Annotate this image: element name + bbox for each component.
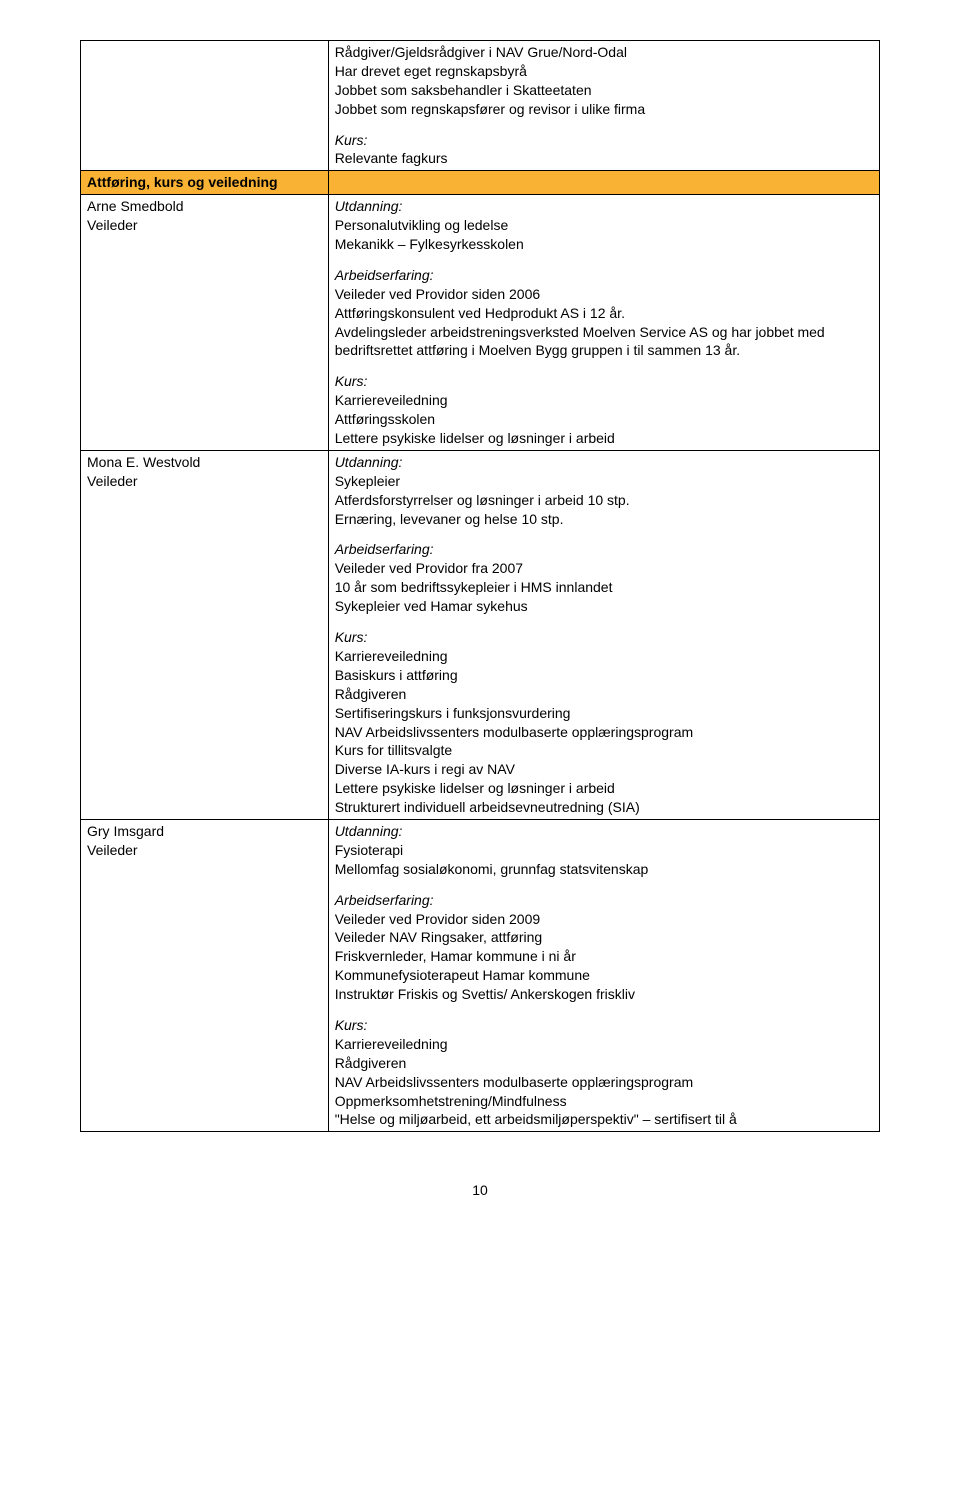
- block-heading: Arbeidserfaring:: [335, 266, 873, 285]
- intro-row: Rådgiver/Gjeldsrådgiver i NAV Grue/Nord-…: [81, 41, 880, 171]
- block-line: Friskvernleder, Hamar kommune i ni år: [335, 947, 873, 966]
- block-line: Personalutvikling og ledelse: [335, 216, 873, 235]
- block-line: Atferdsforstyrrelser og løsninger i arbe…: [335, 491, 873, 510]
- block-line: Fysioterapi: [335, 841, 873, 860]
- block-line: Karriereveiledning: [335, 391, 873, 410]
- block-heading: Arbeidserfaring:: [335, 891, 873, 910]
- block-line: Sertifiseringskurs i funksjonsvurdering: [335, 704, 873, 723]
- block-heading: Utdanning:: [335, 822, 873, 841]
- block-line: Veileder ved Providor siden 2009: [335, 910, 873, 929]
- block-line: Kommunefysioterapeut Hamar kommune: [335, 966, 873, 985]
- block-line: Instruktør Friskis og Svettis/ Ankerskog…: [335, 985, 873, 1004]
- table-body: Rådgiver/Gjeldsrådgiver i NAV Grue/Nord-…: [81, 41, 880, 1132]
- person-row: Gry Imsgard Veileder Utdanning: Fysioter…: [81, 819, 880, 1131]
- person-name-cell: Gry Imsgard Veileder: [81, 819, 329, 1131]
- section-header-row: Attføring, kurs og veiledning: [81, 171, 880, 195]
- main-table: Rådgiver/Gjeldsrådgiver i NAV Grue/Nord-…: [80, 40, 880, 1132]
- block-line: NAV Arbeidslivssenters modulbaserte oppl…: [335, 1073, 873, 1092]
- block-line: Kurs for tillitsvalgte: [335, 741, 873, 760]
- block-line: Attføringsskolen: [335, 410, 873, 429]
- block-line: Diverse IA-kurs i regi av NAV: [335, 760, 873, 779]
- person-detail-cell: Utdanning: Fysioterapi Mellomfag sosialø…: [328, 819, 879, 1131]
- intro-lines: Rådgiver/Gjeldsrådgiver i NAV Grue/Nord-…: [335, 43, 873, 119]
- intro-kurs: Kurs: Relevante fagkurs: [335, 131, 873, 169]
- person-name: Gry Imsgard: [87, 822, 322, 841]
- block-line: Lettere psykiske lidelser og løsninger i…: [335, 429, 873, 448]
- intro-line: Har drevet eget regnskapsbyrå: [335, 62, 873, 81]
- block-heading: Arbeidserfaring:: [335, 540, 873, 559]
- person-name-cell: Arne Smedbold Veileder: [81, 195, 329, 451]
- person-detail-cell: Utdanning: Sykepleier Atferdsforstyrrels…: [328, 450, 879, 819]
- person-role: Veileder: [87, 472, 322, 491]
- intro-left-empty: [81, 41, 329, 171]
- block-line: Strukturert individuell arbeidsevneutred…: [335, 798, 873, 817]
- block-arbeidserfaring: Arbeidserfaring: Veileder ved Providor s…: [335, 891, 873, 1004]
- page: Rådgiver/Gjeldsrådgiver i NAV Grue/Nord-…: [0, 0, 960, 1228]
- person-detail-cell: Utdanning: Personalutvikling og ledelse …: [328, 195, 879, 451]
- intro-line: Jobbet som regnskapsfører og revisor i u…: [335, 100, 873, 119]
- block-line: Rådgiveren: [335, 1054, 873, 1073]
- block-heading: Kurs:: [335, 628, 873, 647]
- person-row: Mona E. Westvold Veileder Utdanning: Syk…: [81, 450, 880, 819]
- block-line: Veileder ved Providor siden 2006: [335, 285, 873, 304]
- block-line: NAV Arbeidslivssenters modulbaserte oppl…: [335, 723, 873, 742]
- block-line: Ernæring, levevaner og helse 10 stp.: [335, 510, 873, 529]
- person-name-cell: Mona E. Westvold Veileder: [81, 450, 329, 819]
- intro-kurs-line: Relevante fagkurs: [335, 149, 873, 168]
- person-name: Mona E. Westvold: [87, 453, 322, 472]
- person-name: Arne Smedbold: [87, 197, 322, 216]
- block-line: Mekanikk – Fylkesyrkesskolen: [335, 235, 873, 254]
- section-header-empty: [328, 171, 879, 195]
- block-utdanning: Utdanning: Personalutvikling og ledelse …: [335, 197, 873, 254]
- section-header-cell: Attføring, kurs og veiledning: [81, 171, 329, 195]
- intro-line: Jobbet som saksbehandler i Skatteetaten: [335, 81, 873, 100]
- block-heading: Kurs:: [335, 1016, 873, 1035]
- block-heading: Kurs:: [335, 372, 873, 391]
- block-line: Lettere psykiske lidelser og løsninger i…: [335, 779, 873, 798]
- block-line: Basiskurs i attføring: [335, 666, 873, 685]
- block-arbeidserfaring: Arbeidserfaring: Veileder ved Providor s…: [335, 266, 873, 360]
- intro-line: Rådgiver/Gjeldsrådgiver i NAV Grue/Nord-…: [335, 43, 873, 62]
- block-utdanning: Utdanning: Sykepleier Atferdsforstyrrels…: [335, 453, 873, 529]
- block-line: Oppmerksomhetstrening/Mindfulness: [335, 1092, 873, 1111]
- block-line: Mellomfag sosialøkonomi, grunnfag statsv…: [335, 860, 873, 879]
- block-line: Sykepleier: [335, 472, 873, 491]
- block-line: Rådgiveren: [335, 685, 873, 704]
- block-line: Karriereveiledning: [335, 647, 873, 666]
- person-role: Veileder: [87, 841, 322, 860]
- block-kurs: Kurs: Karriereveiledning Attføringsskole…: [335, 372, 873, 448]
- block-line: Sykepleier ved Hamar sykehus: [335, 597, 873, 616]
- block-utdanning: Utdanning: Fysioterapi Mellomfag sosialø…: [335, 822, 873, 879]
- block-line: 10 år som bedriftssykepleier i HMS innla…: [335, 578, 873, 597]
- intro-right: Rådgiver/Gjeldsrådgiver i NAV Grue/Nord-…: [328, 41, 879, 171]
- block-line: Avdelingsleder arbeidstreningsverksted M…: [335, 323, 873, 361]
- block-heading: Utdanning:: [335, 453, 873, 472]
- block-line: Veileder NAV Ringsaker, attføring: [335, 928, 873, 947]
- block-line: "Helse og miljøarbeid, ett arbeidsmiljøp…: [335, 1110, 873, 1129]
- block-arbeidserfaring: Arbeidserfaring: Veileder ved Providor f…: [335, 540, 873, 616]
- block-line: Karriereveiledning: [335, 1035, 873, 1054]
- person-role: Veileder: [87, 216, 322, 235]
- block-heading: Utdanning:: [335, 197, 873, 216]
- block-line: Veileder ved Providor fra 2007: [335, 559, 873, 578]
- block-kurs: Kurs: Karriereveiledning Rådgiveren NAV …: [335, 1016, 873, 1129]
- page-number: 10: [80, 1182, 880, 1198]
- block-kurs: Kurs: Karriereveiledning Basiskurs i att…: [335, 628, 873, 817]
- block-line: Attføringskonsulent ved Hedprodukt AS i …: [335, 304, 873, 323]
- intro-kurs-label: Kurs:: [335, 131, 873, 150]
- person-row: Arne Smedbold Veileder Utdanning: Person…: [81, 195, 880, 451]
